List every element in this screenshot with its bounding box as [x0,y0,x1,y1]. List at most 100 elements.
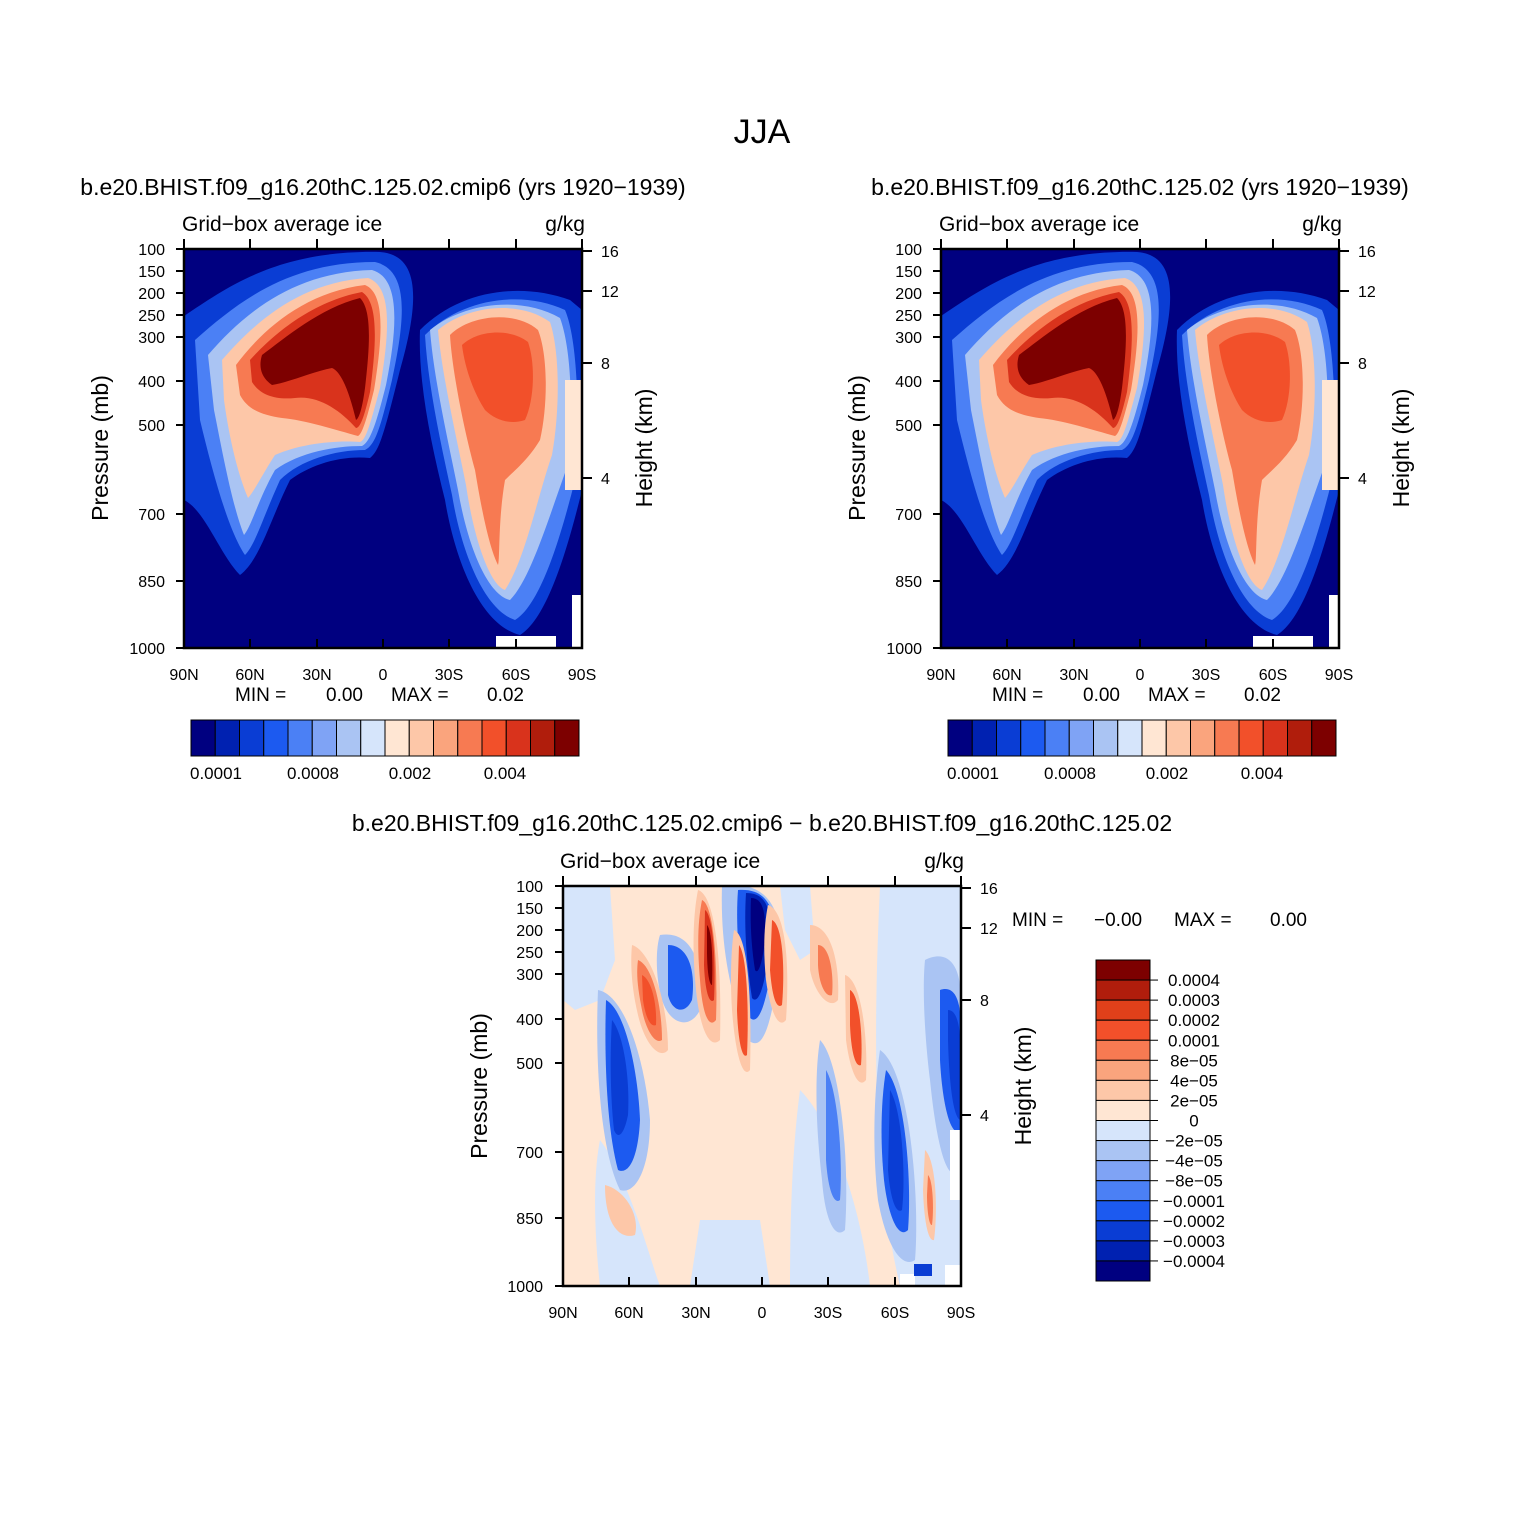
y2-axis-label: Height (km) [1388,389,1414,508]
colorbar-swatch [360,719,386,757]
colorbar-swatch [1311,719,1337,757]
plot-field [184,249,582,648]
x-tick-label: 30S [1192,667,1220,684]
colorbar-swatch [1117,719,1143,757]
y-tick-label: 700 [895,507,922,524]
y-tick-label: 250 [516,945,543,962]
y-tick-label: 850 [138,574,165,591]
colorbar-swatch [1095,1059,1151,1081]
y-tick-label: 100 [895,242,922,259]
minmax-line: MIN = −0.00 MAX = 0.00 [1012,910,1307,931]
panel-title: b.e20.BHIST.f09_g16.20thC.125.02 (yrs 19… [871,174,1409,200]
y2-axis-label: Height (km) [631,389,657,508]
y-tick-label: 150 [516,901,543,918]
colorbar-swatch [408,719,434,757]
colorbar-swatch [263,719,289,757]
x-tick-label: 30N [1059,667,1088,684]
colorbar: 0.0001 0.0008 0.002 0.004 [947,719,1337,783]
y2-tick-label: 16 [980,881,998,898]
colorbar-label: 4e−05 [1170,1071,1218,1090]
y-tick-label: 200 [895,286,922,303]
y-axis-right: 16 12 8 4 [582,244,619,488]
x-tick-label: 60S [502,667,530,684]
colorbar-swatch [1095,1039,1151,1061]
colorbar-swatch [1238,719,1264,757]
y-axis-left: 100 150 200 250 300 400 500 700 850 1000 [507,879,563,1296]
colorbar-swatch [1095,1220,1151,1242]
panel-title: b.e20.BHIST.f09_g16.20thC.125.02.cmip6 (… [80,174,685,200]
y-tick-label: 200 [138,286,165,303]
colorbar-label: −2e−05 [1165,1132,1223,1151]
y-tick-label: 250 [895,308,922,325]
min-label: MIN = [235,685,286,706]
colorbar-label: 8e−05 [1170,1051,1218,1070]
colorbar-swatch [1095,1160,1151,1182]
colorbar-swatch [1095,1120,1151,1142]
y2-tick-label: 12 [980,921,998,938]
field-nh-core [260,298,369,420]
y-tick-label: 850 [895,574,922,591]
max-label: MAX = [1174,910,1232,931]
colorbar-swatch [1165,719,1191,757]
y-tick-label: 700 [138,507,165,524]
colorbar-swatch [1095,1200,1151,1222]
y-tick-label: 400 [138,374,165,391]
y-tick-label: 400 [895,374,922,391]
minmax-line: MIN = 0.00 MAX = 0.02 [235,685,524,706]
x-tick-label: 60N [235,667,264,684]
panel-subtitle-right: g/kg [1302,213,1342,236]
y-axis-left: 100 150 200 250 300 400 500 700 850 1000 [886,242,941,658]
colorbar-label: −0.0002 [1163,1212,1225,1231]
colorbar-swatch [1095,1099,1151,1121]
x-axis: 90N 60N 30N 0 30S 60S 90S [926,239,1353,684]
max-value: 0.02 [487,685,524,706]
colorbar-label: 0.0001 [190,764,242,783]
colorbar-swatch [1095,1140,1151,1162]
x-tick-label: 60S [881,1305,909,1322]
x-tick-label: 90S [947,1305,975,1322]
colorbar-label: −0.0003 [1163,1232,1225,1251]
panel-subtitle-left: Grid−box average ice [939,213,1139,236]
x-tick-label: 30N [681,1305,710,1322]
x-tick-label: 60N [992,667,1021,684]
colorbar-swatch [481,719,507,757]
field-sh-l6 [462,332,533,422]
y2-tick-label: 4 [601,471,610,488]
colorbar-label: 0.0003 [1168,991,1220,1010]
y2-axis-label: Height (km) [1010,1027,1036,1146]
x-tick-label: 90N [169,667,198,684]
y2-tick-label: 8 [601,356,610,373]
y2-tick-label: 12 [601,284,619,301]
y-tick-label: 700 [516,1145,543,1162]
x-axis: 90N 60N 30N 0 30S 60S 90S [169,239,596,684]
colorbar-swatch [239,719,265,757]
panel-top-right: b.e20.BHIST.f09_g16.20thC.125.02 (yrs 19… [844,174,1414,783]
colorbar-swatch [1095,979,1151,1001]
colorbar-swatch [1141,719,1167,757]
colorbar-swatch [1095,959,1151,981]
colorbar-swatch [971,719,997,757]
y-tick-label: 1000 [507,1279,543,1296]
colorbar-label: 0.0001 [947,764,999,783]
max-value: 0.00 [1270,910,1307,931]
colorbar-swatch [947,719,973,757]
panel-subtitle-right: g/kg [924,850,964,873]
min-value: 0.00 [1083,685,1120,706]
colorbar-label: 0.004 [484,764,527,783]
colorbar-label: 2e−05 [1170,1091,1218,1110]
colorbar-label: 0.0002 [1168,1011,1220,1030]
panel-difference: b.e20.BHIST.f09_g16.20thC.125.02.cmip6 −… [352,810,1307,1322]
y-tick-label: 300 [516,967,543,984]
colorbar-swatch [214,719,240,757]
panel-subtitle-right: g/kg [545,213,585,236]
plot-field [941,249,1339,648]
colorbar-label: 0 [1189,1112,1198,1131]
max-label: MAX = [1148,685,1206,706]
y-axis-right: 16 12 8 4 [1339,244,1376,488]
colorbar-swatch [1044,719,1070,757]
minmax-line: MIN = 0.00 MAX = 0.02 [992,685,1281,706]
colorbar-swatch [554,719,580,757]
colorbar-swatch [433,719,459,757]
